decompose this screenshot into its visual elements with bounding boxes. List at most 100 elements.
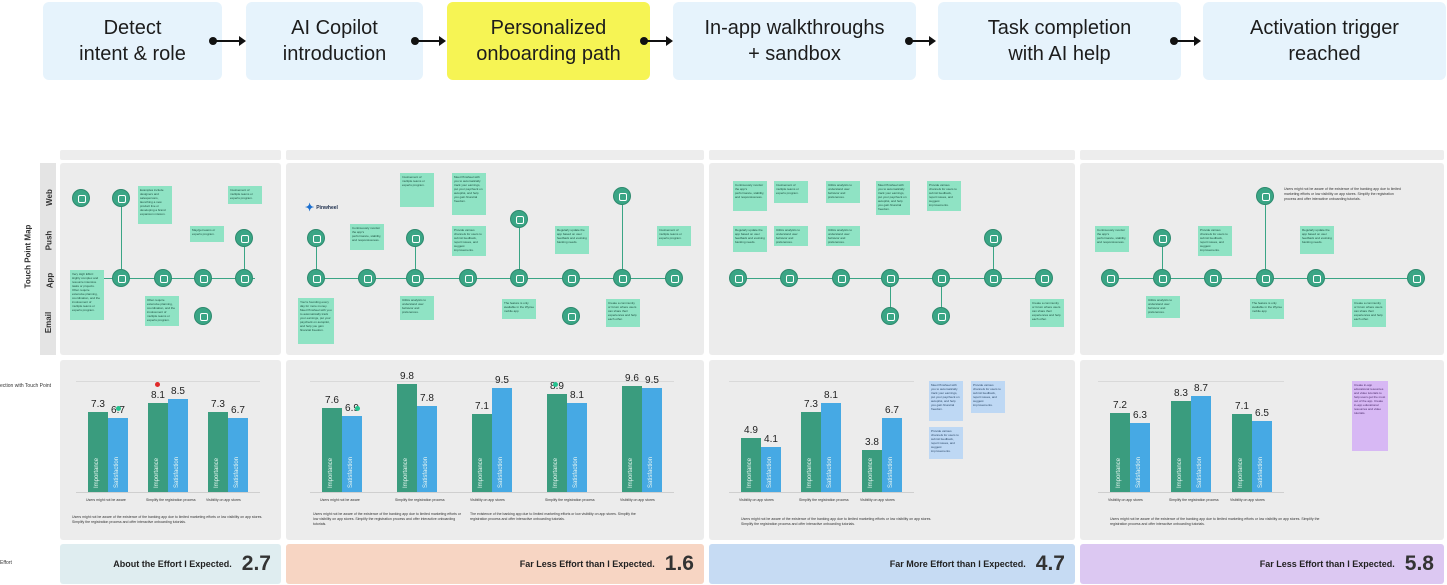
user-icon [307, 269, 325, 287]
importance-value: 7.1 [475, 400, 489, 412]
user-icon [881, 269, 899, 287]
satisfaction-value: 9.5 [645, 374, 659, 386]
importance-bar [1232, 413, 1252, 492]
effort-score-3: Far More Effort than I Expected. 4.7 [709, 544, 1075, 584]
category-label: Users might not be aware [86, 498, 126, 502]
satisfaction-bar-label: Satisfaction [1258, 456, 1264, 488]
satisfaction-bar [567, 402, 587, 492]
chart-gridline [729, 381, 914, 382]
importance-bar-label: Importance [214, 457, 220, 488]
sticky-note: Often require extensive planning, coordi… [145, 296, 179, 326]
effort-label: Far More Effort than I Expected. [889, 559, 1026, 569]
importance-bar-label: Importance [747, 457, 753, 488]
chart-baseline [76, 492, 260, 493]
sticky-note: Create a community or forum where users … [1030, 299, 1064, 327]
search-icon [72, 189, 90, 207]
effort-label: About the Effort I Expected. [113, 559, 232, 569]
flow-arrow-4 [905, 36, 936, 46]
importance-bar [547, 394, 567, 492]
flow-step-2-line1: AI Copilot [291, 17, 378, 39]
importance-bar-label: Importance [403, 457, 409, 488]
sticky-note: Continuously monitor the app's performan… [733, 181, 767, 211]
flow-arrow-5 [1170, 36, 1201, 46]
satisfaction-bar [1252, 420, 1272, 492]
importance-value: 3.8 [865, 437, 879, 449]
sticky-note: You're founding every day for more money… [298, 298, 334, 344]
connector [1265, 198, 1266, 278]
lane-web: Web [44, 189, 54, 206]
chart-gridline [310, 381, 674, 382]
category-label: Visibility on app stores [470, 498, 505, 502]
satisfaction-value: 6.3 [1133, 409, 1147, 421]
satisfaction-bar [168, 398, 188, 492]
effort-score: 4.7 [1035, 552, 1065, 575]
importance-bar [472, 413, 492, 492]
flow-step-2-line2: introduction [282, 43, 387, 65]
chart-baseline [1098, 492, 1284, 493]
doc-icon [1153, 269, 1171, 287]
map-panel-2 [286, 163, 704, 355]
sticky-note: Create in-app educational resources and … [1352, 381, 1388, 451]
satisfaction-value: 7.8 [420, 393, 434, 405]
satisfaction-bar-label: Satisfaction [498, 456, 504, 488]
connector [1162, 240, 1163, 278]
panel-strip-2 [286, 150, 704, 160]
effort-side-label: Effort [0, 560, 12, 566]
importance-bar [322, 408, 342, 492]
chart-footnote-1: Users might not be aware of the existenc… [72, 515, 263, 524]
lane-app: App [45, 272, 55, 289]
scan-icon [1101, 269, 1119, 287]
card-icon [1256, 187, 1274, 205]
satisfaction-bar-label: Satisfaction [573, 456, 579, 488]
scan-icon [729, 269, 747, 287]
importance-value: 7.3 [91, 398, 105, 410]
flow-step-3-active: Personalized onboarding path [447, 2, 650, 80]
importance-bar-label: Importance [628, 457, 634, 488]
sticky-note: Utilize analytics to understand user beh… [1146, 296, 1180, 318]
grid-icon [1256, 269, 1274, 287]
status-dot-red [155, 382, 160, 387]
category-label: Simplify the registration process [799, 498, 849, 502]
home-icon [665, 269, 683, 287]
sticky-note: Examples include designers and salespers… [138, 186, 172, 224]
effort-score-4: Far Less Effort than I Expected. 5.8 [1080, 544, 1444, 584]
sticky-note: Meet Pinwheel with you to automatically … [876, 181, 910, 215]
importance-value: 7.2 [1113, 399, 1127, 411]
importance-value: 8.3 [1174, 387, 1188, 399]
sticky-note: Involvement of multiple teams or experts… [657, 226, 691, 246]
satisfaction-bar-label: Satisfaction [1136, 456, 1142, 488]
importance-bar-label: Importance [328, 457, 334, 488]
user-icon [459, 269, 477, 287]
satisfaction-value: 8.1 [824, 389, 838, 401]
satisfaction-value: 6.7 [885, 405, 899, 417]
at-icon [881, 307, 899, 325]
category-label: Visibility on app stores [1108, 498, 1143, 502]
category-label: Visibility on app stores [739, 498, 774, 502]
grid-icon [510, 269, 528, 287]
connector [941, 278, 942, 316]
importance-bar [148, 402, 168, 492]
chart-footnote-2b: The existence of the banking app due to … [470, 512, 636, 521]
importance-value: 7.3 [804, 398, 818, 410]
importance-bar-label: Importance [94, 457, 100, 488]
satisfaction-value: 4.1 [764, 433, 778, 445]
importance-bar-label: Importance [1116, 457, 1122, 488]
importance-bar-label: Importance [807, 457, 813, 488]
flow-step-1-line2: intent & role [79, 43, 186, 65]
satisfaction-value: 6.5 [1255, 407, 1269, 419]
chart-footnote-2a: Users might not be aware of the existenc… [313, 512, 461, 526]
user-icon [1407, 269, 1425, 287]
satisfaction-bar-label: Satisfaction [648, 456, 654, 488]
category-label: Visibility on app stores [206, 498, 241, 502]
importance-value: 9.8 [400, 371, 414, 383]
sticky-note: Very High Effort: Highly complex and res… [70, 270, 104, 320]
effort-label: Far Less Effort than I Expected. [519, 559, 655, 569]
connector [415, 240, 416, 278]
check-icon [562, 269, 580, 287]
satisfaction-bar [342, 416, 362, 492]
satisfaction-bar [1191, 396, 1211, 492]
flow-step-2: AI Copilot introduction [246, 2, 423, 80]
user-icon [613, 269, 631, 287]
category-label: Simplify the registration process [545, 498, 595, 502]
bell-icon [1153, 229, 1171, 247]
